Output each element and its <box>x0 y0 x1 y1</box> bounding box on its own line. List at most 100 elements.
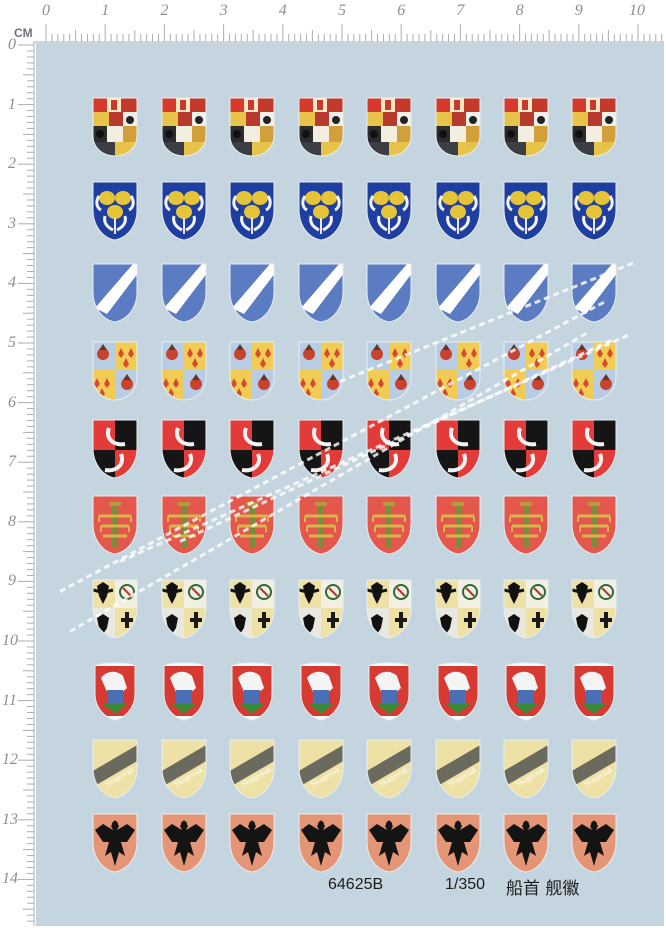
shield-red-shield-pillar <box>570 494 618 561</box>
ruler-left-label: 10 <box>2 632 18 649</box>
product-code: 64625B <box>328 876 384 893</box>
ruler-top-label: 3 <box>219 2 228 19</box>
shield-red-shield-pillar <box>160 494 208 561</box>
shield-black-red-hooks-shield <box>434 418 482 485</box>
shield-black-eagle-salmon-shield <box>502 812 550 879</box>
shield-roosters-quartered-shield <box>297 340 345 407</box>
shield-yellow-leaves-blue-shield <box>570 180 618 247</box>
shield-quartered-lions-crest <box>502 96 550 163</box>
shield-yellow-leaves-blue-shield <box>297 180 345 247</box>
shield-black-red-hooks-shield <box>91 418 139 485</box>
shield-black-eagle-salmon-shield <box>365 812 413 879</box>
shield-red-lion-small-crest <box>297 660 345 727</box>
shield-yellow-leaves-blue-shield <box>228 180 276 247</box>
shield-red-shield-pillar <box>434 494 482 561</box>
ruler-left-label: 2 <box>8 155 16 173</box>
shield-iron-cross-eagle-quartered-shield <box>570 578 618 645</box>
shield-black-eagle-salmon-shield <box>570 812 618 879</box>
ruler-top-label: 5 <box>338 2 346 19</box>
shield-iron-cross-eagle-quartered-shield <box>297 578 345 645</box>
shield-quartered-lions-crest <box>228 96 276 163</box>
ruler-top-label: 9 <box>574 2 583 19</box>
shield-red-lion-small-crest <box>228 660 276 727</box>
decal-panel <box>36 43 664 926</box>
shield-red-lion-small-crest <box>91 660 139 727</box>
shield-red-lion-small-crest <box>570 660 618 727</box>
shield-black-eagle-salmon-shield <box>297 812 345 879</box>
ruler-top-label: 8 <box>515 2 524 19</box>
shield-red-lion-small-crest <box>502 660 550 727</box>
shield-roosters-quartered-shield <box>91 340 139 407</box>
shield-yellow-leaves-blue-shield <box>91 180 139 247</box>
shield-roosters-quartered-shield <box>228 340 276 407</box>
shield-diagonal-stripe-blue-shield <box>91 262 139 329</box>
ruler-left-label: 9 <box>8 572 16 590</box>
shield-red-shield-pillar <box>502 494 550 561</box>
shield-yellow-leaves-blue-shield <box>365 180 413 247</box>
shield-black-eagle-salmon-shield <box>434 812 482 879</box>
shield-skagerrak-band-shield: Skagerrak <box>297 738 345 805</box>
ruler-top-label: 1 <box>101 2 110 19</box>
ruler-left-label: 5 <box>8 334 16 351</box>
shield-black-red-hooks-shield <box>570 418 618 485</box>
shield-black-eagle-salmon-shield <box>91 812 139 879</box>
shield-skagerrak-band-shield: Skagerrak <box>91 738 139 805</box>
shield-diagonal-stripe-blue-shield <box>434 262 482 329</box>
shield-skagerrak-band-shield: Skagerrak <box>228 738 276 805</box>
shield-red-lion-small-crest <box>160 660 208 727</box>
shield-skagerrak-band-shield: Skagerrak <box>160 738 208 805</box>
shield-red-lion-small-crest <box>365 660 413 727</box>
shield-yellow-leaves-blue-shield <box>434 180 482 247</box>
ruler-top-label: 2 <box>160 2 169 19</box>
shield-iron-cross-eagle-quartered-shield <box>434 578 482 645</box>
shield-quartered-lions-crest <box>297 96 345 163</box>
shield-black-red-hooks-shield <box>502 418 550 485</box>
ruler-left-label: 6 <box>8 393 16 411</box>
shield-iron-cross-eagle-quartered-shield <box>365 578 413 645</box>
shield-black-eagle-salmon-shield <box>228 812 276 879</box>
ruler-left-label: 1 <box>8 95 16 113</box>
ruler-left-label: 14 <box>2 870 18 888</box>
shield-skagerrak-band-shield: Skagerrak <box>365 738 413 805</box>
shield-red-lion-small-crest <box>434 660 482 727</box>
shield-diagonal-stripe-blue-shield <box>365 262 413 329</box>
shield-iron-cross-eagle-quartered-shield <box>91 578 139 645</box>
ruler-left-label: 13 <box>2 810 18 828</box>
shield-roosters-quartered-shield <box>160 340 208 407</box>
shield-quartered-lions-crest <box>160 96 208 163</box>
shield-quartered-lions-crest <box>434 96 482 163</box>
ruler-top-label: 7 <box>456 2 465 19</box>
ruler-left-label: 3 <box>8 214 16 232</box>
ruler-top-label: 6 <box>397 2 406 19</box>
shield-yellow-leaves-blue-shield <box>160 180 208 247</box>
shield-skagerrak-band-shield: Skagerrak <box>502 738 550 805</box>
shield-yellow-leaves-blue-shield <box>502 180 550 247</box>
ruler-left-label: 11 <box>2 691 17 709</box>
shield-quartered-lions-crest <box>570 96 618 163</box>
shield-red-shield-pillar <box>365 494 413 561</box>
shield-red-shield-pillar <box>91 494 139 561</box>
shield-roosters-quartered-shield <box>365 340 413 407</box>
ruler-left-label: 0 <box>8 36 16 53</box>
shield-iron-cross-eagle-quartered-shield <box>228 578 276 645</box>
shield-quartered-lions-crest <box>365 96 413 163</box>
shield-iron-cross-eagle-quartered-shield <box>160 578 208 645</box>
shield-diagonal-stripe-blue-shield <box>502 262 550 329</box>
ruler-left-label: 7 <box>8 453 16 471</box>
shield-black-red-hooks-shield <box>228 418 276 485</box>
shield-diagonal-stripe-blue-shield <box>228 262 276 329</box>
shield-red-shield-pillar <box>297 494 345 561</box>
shield-skagerrak-band-shield: Skagerrak <box>434 738 482 805</box>
ruler-top-label: 4 <box>278 2 287 19</box>
shield-black-red-hooks-shield <box>160 418 208 485</box>
ruler-left-label: 8 <box>8 512 16 530</box>
ruler-left-label: 12 <box>2 751 18 769</box>
ruler-top-label: 0 <box>42 2 50 19</box>
shield-iron-cross-eagle-quartered-shield <box>502 578 550 645</box>
ruler-left-label: 4 <box>8 274 16 292</box>
sheet-title: 船首 舰徽 <box>506 879 580 899</box>
shield-roosters-quartered-shield <box>570 340 618 407</box>
shield-diagonal-stripe-blue-shield <box>297 262 345 329</box>
